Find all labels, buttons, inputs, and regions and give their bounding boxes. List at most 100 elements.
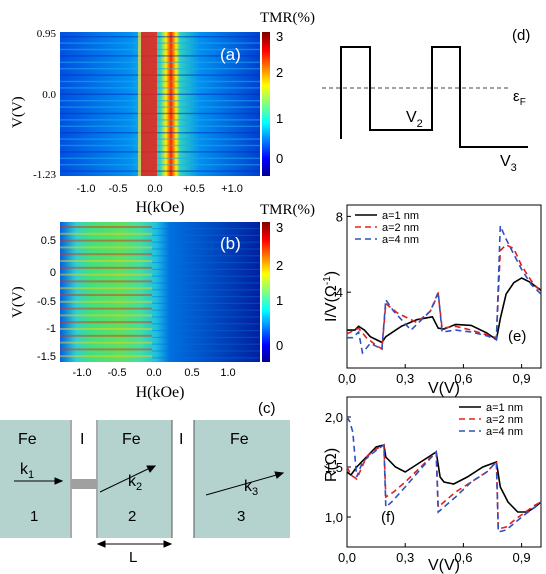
heatmap-b-stripe: [152, 241, 260, 243]
plot-e-panel-label: (e): [508, 328, 526, 345]
panel-b-xtick-4: 1.0: [220, 367, 235, 379]
plot-f-panel-label: (f): [381, 509, 395, 526]
heatmap-a-peak-edge: [138, 32, 141, 176]
heatmap-b-stripe: [60, 266, 152, 269]
heatmap-b-stripe: [152, 289, 260, 291]
heatmap-a-stripe: [60, 144, 260, 147]
heatmap-b-stripe: [152, 296, 260, 298]
colorbar-a-tick-1: 1: [276, 111, 283, 126]
heatmap-b: [60, 222, 260, 362]
x-tick-label: 0,0: [338, 550, 356, 565]
heatmap-b-stripe: [60, 273, 152, 276]
region-3-index: 3: [237, 508, 245, 525]
v2-label: V2: [406, 109, 423, 130]
x-tick-label: 0,6: [454, 371, 472, 386]
heatmap-a-stripe: [60, 80, 260, 83]
fe-region-3: [194, 420, 290, 538]
heatmap-a-stripe: [60, 68, 260, 70]
heatmap-b-stripe: [152, 343, 260, 345]
plot-f-legend: a=1 nma=2 nma=4 nm: [459, 402, 523, 438]
heatmap-b-stripe: [60, 226, 152, 228]
legend-label-2: a=2 nm: [382, 222, 419, 234]
colorbar-b-tick-3: 3: [276, 220, 283, 235]
heatmap-a-peak: [141, 32, 157, 176]
panel-b-label: (b): [220, 234, 241, 253]
heatmap-a-stripe: [60, 125, 260, 127]
colorbar-a-tick-3: 3: [276, 29, 283, 44]
heatmap-b-stripe: [152, 309, 260, 311]
heatmap-a-stripe: [60, 106, 260, 108]
region-1-material: Fe: [18, 431, 37, 448]
x-tick-label: 0,6: [454, 550, 472, 565]
heatmap-b-stripe: [60, 232, 152, 235]
plot-f-xlabel: V(V): [428, 557, 460, 574]
heatmap-a-stripe: [60, 42, 260, 44]
plot-e-frame: [346, 204, 542, 369]
panel-a-xtick-1: -0.5: [109, 183, 128, 195]
panel-b-ytick-0: 0.5: [41, 235, 56, 247]
heatmap-a-stripe: [60, 61, 260, 63]
panel-b-xlabel: H(kOe): [136, 384, 185, 401]
panel-a-xtick-2: 0.0: [147, 183, 162, 195]
heatmap-b-stripe: [152, 268, 260, 270]
panel-b-xtick-2: 0.0: [146, 367, 161, 379]
panel-a-xlabel: H(kOe): [136, 199, 185, 216]
heatmap-b-stripe: [152, 234, 260, 236]
legend-label-2: a=2 nm: [486, 414, 523, 426]
k1-arrow: [14, 477, 64, 485]
heatmap-b-stripe: [152, 357, 260, 359]
panel-b: TMR(%) 3 2 1 0 (b) 0.5 0 -0.5 -1 -1.5 V(…: [10, 202, 315, 401]
panel-f: (f) R(Ω) V(V) a=1 nma=2 nma=4 nm 0,0 0,3 0…: [323, 396, 542, 574]
panel-b-xtick-0: -1.0: [73, 367, 92, 379]
heatmap-b-stripe: [152, 336, 260, 338]
x-tick-label: 0,3: [396, 550, 414, 565]
heatmap-b-stripes: [60, 226, 260, 359]
x-tick-label: 0,9: [513, 371, 531, 386]
heatmap-a-stripe: [60, 170, 260, 172]
heatmap-b-stripe: [152, 302, 260, 304]
x-tick-label: 0,3: [396, 371, 414, 386]
series-line-3: [347, 225, 542, 355]
panel-d: (d) εF V2 V3: [322, 27, 530, 174]
heatmap-b-stripe: [152, 282, 260, 284]
panel-b-ytick-3: -1: [46, 323, 56, 335]
colorbar-a-tick-2: 2: [276, 65, 283, 80]
colorbar-a-tick-0: 0: [276, 151, 283, 166]
heatmap-a-stripe: [60, 36, 260, 38]
panel-c: (c) Fe Fe Fe I I k1 k2 k3 1 2 3: [0, 400, 290, 566]
heatmap-b-stripe: [60, 260, 152, 262]
fe-region-2: [98, 420, 172, 538]
heatmap-b-stripe: [60, 300, 152, 303]
panel-b-ytick-2: -0.5: [37, 296, 56, 308]
panel-a-ytick-top: 0.95: [37, 28, 57, 40]
panel-c-label: (c): [258, 400, 276, 417]
barrier-1-label: I: [80, 431, 84, 448]
panel-b-ytick-4: -1.5: [37, 351, 56, 363]
heatmap-a-stripe: [60, 119, 260, 121]
heatmap-b-stripe: [60, 287, 152, 290]
heatmap-b-stripe: [60, 253, 152, 256]
heatmap-a-stripe: [60, 55, 260, 57]
x-tick-label: 0,0: [338, 371, 356, 386]
y-tick-label: 8: [336, 209, 343, 224]
legend-label-1: a=1 nm: [382, 210, 419, 222]
heatmap-b-stripe: [60, 348, 152, 351]
panel-a-ylabel: V(V): [10, 96, 26, 128]
panel-a-xtick-4: +1.0: [221, 183, 243, 195]
series-line-3: [346, 416, 542, 534]
legend-label-3: a=4 nm: [486, 426, 523, 438]
length-label: L: [129, 549, 137, 566]
heatmap-b-stripe: [152, 248, 260, 250]
heatmap-b-stripe: [152, 255, 260, 257]
heatmap-b-stripe: [152, 316, 260, 318]
heatmap-b-stripe: [152, 275, 260, 277]
series-line-2: [346, 443, 542, 531]
heatmap-b-stripe: [60, 321, 152, 324]
region-3-material: Fe: [230, 431, 249, 448]
heatmap-a-stripe: [60, 138, 260, 140]
heatmap-b-stripe: [60, 355, 152, 358]
y-tick-label: 2,0: [325, 410, 343, 425]
barrier-block: [71, 479, 97, 489]
colorbar-a-title: TMR(%): [260, 10, 315, 26]
panel-a-xtick-0: -1.0: [77, 183, 96, 195]
